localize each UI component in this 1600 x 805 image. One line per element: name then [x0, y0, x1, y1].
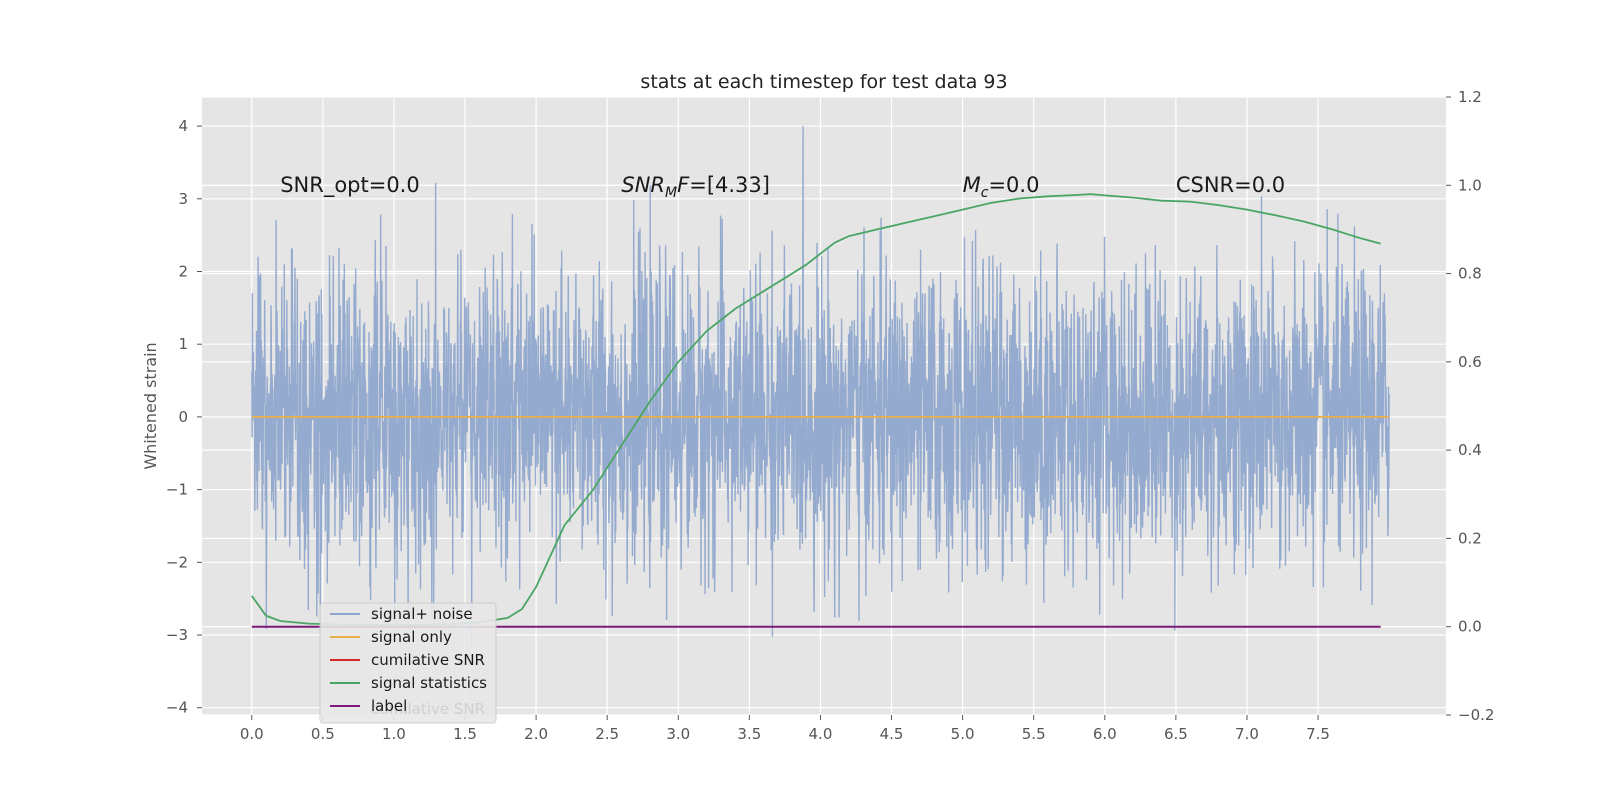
noise-layer: [251, 126, 1390, 651]
y2-tick-label: 0.8: [1458, 265, 1482, 283]
legend-box: [319, 602, 497, 724]
y-tick-label: −4: [166, 699, 188, 717]
annotation-sub: c: [981, 185, 989, 201]
x-tick-label: 5.5: [1022, 725, 1046, 743]
y-tick-label: 4: [178, 117, 188, 135]
x-tick-label: 6.0: [1093, 725, 1117, 743]
y-tick-label: 3: [178, 190, 188, 208]
y2-tick-label: 0.2: [1458, 529, 1482, 547]
x-tick-label: 7.0: [1235, 725, 1259, 743]
legend-label: signal+ noise: [371, 605, 473, 623]
legend-label: signal statistics: [371, 674, 487, 692]
y2-tick-label: 1.0: [1458, 176, 1482, 194]
annotation-suffix: F: [677, 173, 690, 197]
x-tick-label: 2.0: [524, 725, 548, 743]
legend-label: cumilative SNR: [371, 651, 485, 669]
y2-tick-label: 0.4: [1458, 441, 1482, 459]
x-tick-label: 0.5: [311, 725, 335, 743]
legend-items: signal+ noise signal only cumilative SNR si…: [330, 605, 487, 715]
annotation-0: SNR_opt=0.0: [280, 173, 420, 198]
y-axis-label: Whitened strain: [141, 342, 160, 469]
annotation-layer: SNR_opt=0.0 SNRMF=[4.33] Mc=0.0 CSNR=0.0: [280, 173, 1285, 201]
x-tick-label: 0.0: [240, 725, 264, 743]
y2-tick-label: 0.6: [1458, 353, 1482, 371]
x-tick-label: 4.0: [809, 725, 833, 743]
annotation-main: M: [963, 173, 981, 197]
y-tick-label: −2: [166, 553, 188, 571]
x-tick-label: 3.5: [737, 725, 761, 743]
y-tick-label: −3: [166, 626, 188, 644]
x-tick-label: 1.5: [453, 725, 477, 743]
legend-ghost-text: cumilative SNR: [371, 700, 485, 718]
x-tick-label: 6.5: [1164, 725, 1188, 743]
y2-tick-label: 1.2: [1458, 88, 1482, 106]
y2-tick-label: −0.2: [1458, 706, 1494, 724]
chart-title: stats at each timestep for test data 93: [640, 71, 1007, 93]
annotation-main: SNR: [621, 173, 665, 197]
annotation-2: Mc=0.0: [963, 173, 1040, 201]
annotation-sub: M: [665, 185, 677, 201]
annotation-value: =[4.33]: [689, 173, 770, 197]
x-tick-label: 5.0: [951, 725, 975, 743]
x-tick-label: 1.0: [382, 725, 406, 743]
y-tick-label: −1: [166, 481, 188, 499]
y-tick-label: 1: [178, 335, 188, 353]
legend-label: signal only: [371, 628, 452, 646]
x-tick-label: 4.5: [880, 725, 904, 743]
annotation-3: CSNR=0.0: [1176, 173, 1285, 197]
x-tick-label: 2.5: [595, 725, 619, 743]
axis-layer: 0.0 0.5 1.0 1.5 2.0 2.5 3.0 3.5 4.0 4.5 5.0 5.5 6.0 6…: [166, 88, 1495, 743]
annotation-suffix: =0.0: [988, 173, 1039, 197]
legend: cumilative SNR signal+ noise signal only c…: [319, 602, 497, 724]
y-tick-label: 0: [178, 408, 188, 426]
x-tick-label: 3.0: [666, 725, 690, 743]
legend-label: label: [371, 697, 407, 715]
x-tick-label: 7.5: [1306, 725, 1330, 743]
series-line-signal-noise: [251, 126, 1390, 651]
annotation-1: SNRMF=[4.33]: [621, 173, 770, 201]
y-tick-label: 2: [178, 262, 188, 280]
y2-tick-label: 0.0: [1458, 618, 1482, 636]
